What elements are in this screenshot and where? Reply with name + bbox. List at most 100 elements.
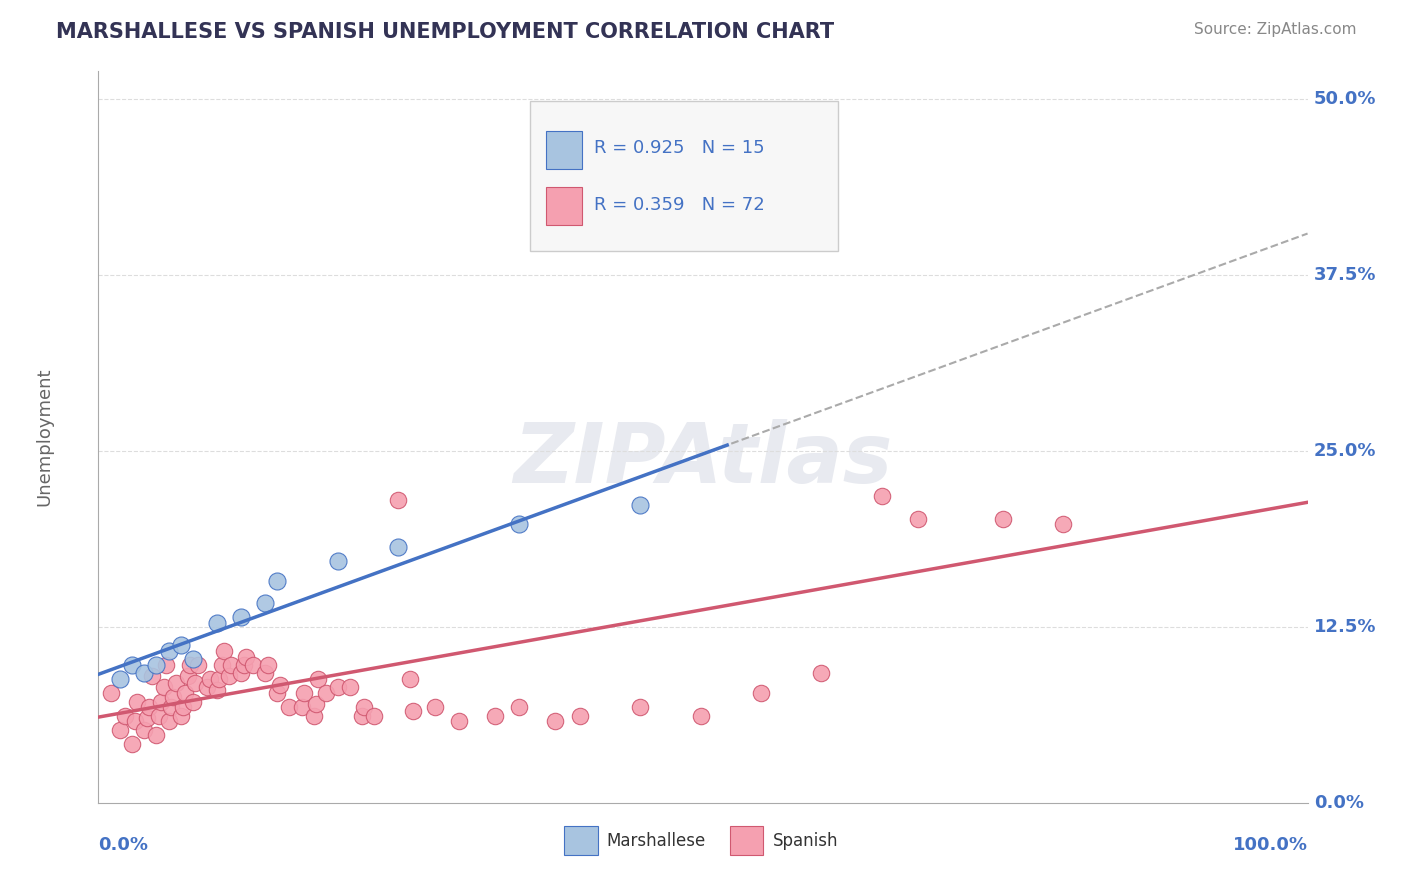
Point (232, 657, 254, 672)
Point (363, 708, 385, 723)
Point (302, 708, 325, 723)
Point (181, 694, 204, 708)
Point (266, 574, 288, 588)
Point (315, 686, 337, 700)
Point (198, 672, 221, 686)
Text: MARSHALLESE VS SPANISH UNEMPLOYMENT CORRELATION CHART: MARSHALLESE VS SPANISH UNEMPLOYMENT CORR… (56, 22, 834, 42)
Point (177, 669, 200, 683)
Point (628, 498, 651, 512)
Point (114, 708, 136, 723)
Point (212, 644, 235, 658)
Point (353, 700, 375, 714)
Point (689, 708, 711, 723)
Point (689, 208, 711, 222)
Point (308, 672, 330, 686)
Point (134, 723, 156, 737)
Point (121, 657, 143, 672)
Point (145, 728, 167, 742)
Point (179, 657, 201, 672)
Point (211, 657, 233, 672)
Point (127, 694, 149, 708)
Point (628, 700, 651, 714)
Point (195, 681, 218, 695)
Text: Source: ZipAtlas.com: Source: ZipAtlas.com (1194, 22, 1357, 37)
Point (305, 698, 328, 712)
Point (290, 700, 312, 714)
Point (157, 644, 180, 658)
Point (423, 700, 446, 714)
Point (152, 681, 174, 695)
Point (218, 669, 240, 683)
Point (138, 700, 160, 714)
Text: 0.0%: 0.0% (1313, 794, 1364, 812)
Point (508, 517, 530, 532)
Point (100, 686, 122, 700)
Text: Marshallese: Marshallese (606, 832, 706, 850)
Point (205, 615, 228, 630)
Point (169, 708, 191, 723)
Point (108, 672, 131, 686)
Point (278, 700, 301, 714)
Point (160, 700, 183, 714)
Point (1052, 517, 1074, 532)
Point (162, 690, 184, 705)
Text: Unemployment: Unemployment (35, 368, 53, 507)
Point (134, 666, 156, 681)
Point (165, 676, 187, 690)
Point (150, 694, 173, 708)
Point (508, 700, 530, 714)
Point (108, 723, 131, 737)
Point (254, 666, 277, 681)
Point (484, 708, 506, 723)
Point (208, 672, 231, 686)
Point (326, 554, 349, 568)
Point (870, 489, 893, 503)
Point (187, 657, 209, 672)
Point (749, 686, 772, 700)
Point (221, 657, 243, 672)
Point (145, 657, 167, 672)
Point (235, 649, 257, 664)
Point (810, 666, 832, 681)
Point (269, 678, 291, 692)
Text: 37.5%: 37.5% (1313, 267, 1376, 285)
Text: R = 0.925   N = 15: R = 0.925 N = 15 (595, 139, 765, 157)
FancyBboxPatch shape (546, 130, 582, 169)
Point (229, 610, 252, 624)
FancyBboxPatch shape (530, 101, 838, 251)
Text: ZIPAtlas: ZIPAtlas (513, 418, 893, 500)
FancyBboxPatch shape (730, 826, 763, 855)
Point (568, 708, 591, 723)
FancyBboxPatch shape (564, 826, 598, 855)
Point (256, 657, 278, 672)
Point (124, 714, 146, 729)
Point (172, 700, 194, 714)
Text: 12.5%: 12.5% (1313, 618, 1376, 636)
Point (339, 681, 361, 695)
Point (148, 708, 170, 723)
Point (254, 596, 277, 610)
Point (907, 511, 929, 525)
Text: 0.0%: 0.0% (98, 836, 149, 854)
Point (292, 686, 315, 700)
Point (447, 714, 470, 729)
Text: 100.0%: 100.0% (1233, 836, 1308, 854)
Point (157, 714, 180, 729)
Text: 25.0%: 25.0% (1313, 442, 1376, 460)
Point (387, 540, 409, 554)
Text: Spanish: Spanish (773, 832, 838, 850)
Point (544, 714, 567, 729)
Point (169, 638, 191, 652)
Point (229, 666, 252, 681)
Point (266, 686, 288, 700)
Point (399, 672, 422, 686)
Point (350, 708, 373, 723)
Point (402, 705, 425, 719)
Text: R = 0.359   N = 72: R = 0.359 N = 72 (595, 196, 765, 214)
Point (121, 737, 143, 751)
Point (174, 686, 197, 700)
Text: 50.0%: 50.0% (1313, 90, 1376, 109)
Point (991, 511, 1014, 525)
Point (205, 683, 228, 698)
Point (387, 493, 409, 508)
